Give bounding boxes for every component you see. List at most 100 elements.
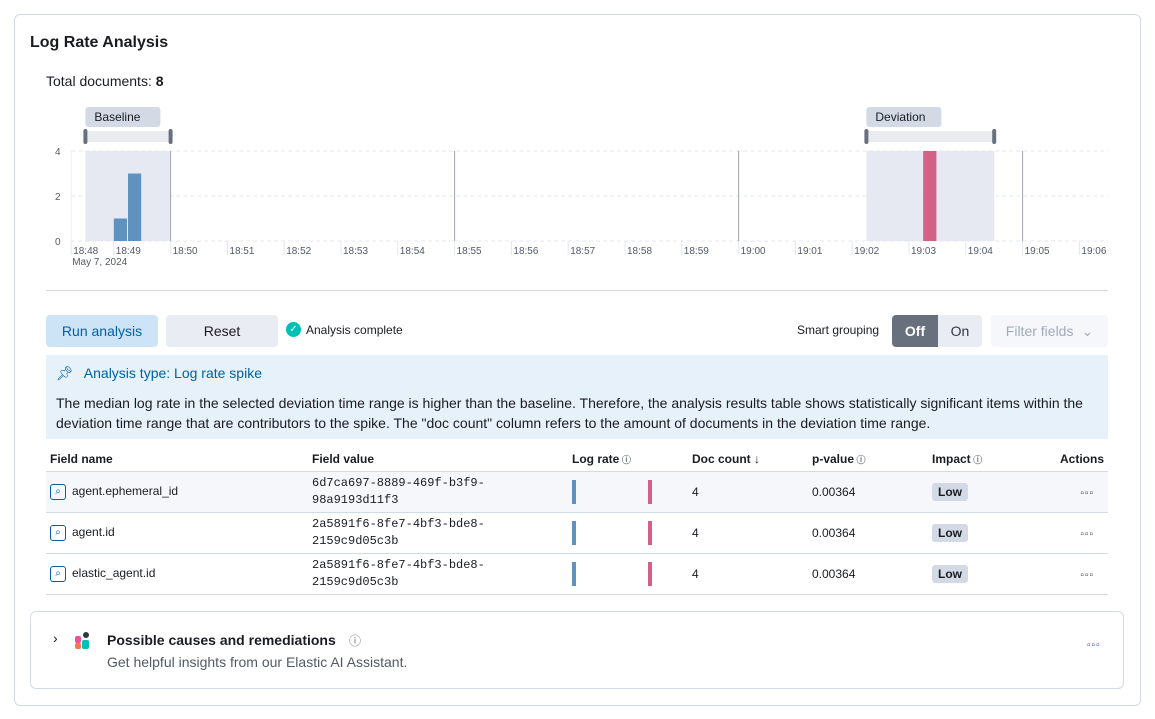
help-icon[interactable]: ⓘ — [349, 634, 362, 648]
log-rate-analysis-panel — [14, 14, 1141, 706]
smart-grouping-on[interactable]: On — [938, 315, 982, 347]
deviation-bar — [648, 479, 652, 504]
col-log-rate[interactable]: Log rate ⓘ — [568, 447, 688, 472]
x-tick-label: 18:53 — [343, 246, 368, 257]
field-name: elastic_agent.id — [72, 565, 156, 580]
x-tick-label: 18:59 — [684, 246, 709, 257]
info-icon: ⓘ — [854, 454, 866, 465]
col-impact[interactable]: Impact ⓘ — [928, 447, 1038, 472]
row-actions-icon[interactable]: ▫▫▫ — [1080, 569, 1094, 581]
x-tick-label: 19:00 — [741, 246, 766, 257]
deviation-label: Deviation — [875, 110, 925, 124]
reset-button[interactable]: Reset — [166, 315, 278, 347]
baseline-handle-left — [83, 129, 88, 144]
table-row[interactable]: ⌕ elastic_agent.id 2a5891f6-8fe7-4bf3-bde… — [46, 553, 1108, 595]
p-value: 0.00364 — [808, 471, 928, 513]
impact-badge: Low — [932, 482, 968, 501]
field-name: agent.ephemeral_id — [72, 483, 179, 498]
field-name: agent.id — [72, 524, 115, 539]
divider — [46, 290, 1108, 291]
log-rate-sparkline — [568, 512, 688, 554]
x-date-label: May 7, 2024 — [72, 257, 127, 268]
expand-chevron-icon[interactable]: › — [53, 630, 58, 646]
run-analysis-button[interactable]: Run analysis — [46, 315, 158, 347]
col-field-name[interactable]: Field name — [46, 447, 308, 472]
doc-count: 4 — [688, 471, 808, 513]
row-actions-icon[interactable]: ▫▫▫ — [1080, 487, 1094, 499]
elastic-ai-logo-icon — [75, 632, 91, 650]
field-type-icon: ⌕ — [50, 483, 66, 500]
info-icon: ⓘ — [619, 454, 631, 465]
log-rate-sparkline — [568, 471, 688, 513]
deviation-bar — [648, 561, 652, 586]
histogram-bar — [128, 173, 142, 241]
deviation-bar — [648, 520, 652, 545]
analysis-status: ✓ Analysis complete — [286, 322, 403, 337]
analysis-type-callout: 📌︎ Analysis type: Log rate spike The medi… — [46, 355, 1108, 439]
check-icon: ✓ — [286, 322, 301, 337]
x-tick-label: 18:54 — [400, 246, 425, 257]
x-tick-label: 18:56 — [513, 246, 538, 257]
p-value: 0.00364 — [808, 553, 928, 595]
log-rate-sparkline — [568, 553, 688, 595]
baseline-bar — [572, 479, 576, 504]
x-tick-label: 18:48 — [73, 246, 98, 257]
filter-fields-button[interactable]: Filter fields ⌄ — [991, 315, 1108, 347]
col-actions: Actions — [1038, 447, 1108, 472]
x-tick-label: 19:04 — [968, 246, 993, 257]
doc-count: 4 — [688, 553, 808, 595]
x-tick-label: 19:06 — [1081, 246, 1106, 257]
deviation-handle-left — [864, 129, 869, 144]
histogram-chart[interactable]: Baseline Deviation 0 2 4 18:48 18:49 18:50 18:51… — [0, 100, 1155, 275]
impact-badge: Low — [932, 523, 968, 542]
x-tick-label: 19:05 — [1025, 246, 1050, 257]
p-value: 0.00364 — [808, 512, 928, 554]
x-tick-label: 18:51 — [229, 246, 254, 257]
col-p-value[interactable]: p-value ⓘ — [808, 447, 928, 472]
baseline-handle-right — [168, 129, 173, 144]
x-tick-label: 18:50 — [173, 246, 198, 257]
total-documents: Total documents: 8 — [46, 73, 164, 89]
field-value: 6d7ca697-8889-469f-b3f9- — [312, 475, 485, 490]
callout-text: The median log rate in the selected devi… — [56, 395, 1083, 431]
doc-count: 4 — [688, 512, 808, 554]
histogram-bar — [923, 151, 937, 241]
baseline-bar — [572, 520, 576, 545]
field-type-icon: ⌕ — [50, 565, 66, 582]
col-doc-count[interactable]: Doc count ↓ — [688, 447, 808, 472]
field-type-icon: ⌕ — [50, 524, 66, 541]
x-tick-label: 19:01 — [797, 246, 822, 257]
assistant-subtitle: Get helpful insights from our Elastic AI… — [107, 654, 408, 670]
col-field-value[interactable]: Field value — [308, 447, 568, 472]
impact-badge: Low — [932, 564, 968, 583]
x-tick-label: 19:03 — [911, 246, 936, 257]
field-value: 2a5891f6-8fe7-4bf3-bde8- — [312, 516, 485, 531]
deviation-handle-right — [992, 129, 997, 144]
x-tick-label: 18:49 — [116, 246, 141, 257]
y-tick-label: 2 — [55, 192, 61, 203]
table-row[interactable]: ⌕ agent.ephemeral_id 6d7ca697-8889-469f-b… — [46, 471, 1108, 513]
baseline-brush — [85, 131, 171, 142]
pin-icon: 📌︎ — [56, 365, 74, 381]
baseline-label: Baseline — [94, 110, 140, 124]
callout-title: Analysis type: Log rate spike — [83, 365, 262, 381]
y-tick-label: 4 — [55, 147, 61, 158]
sort-down-icon: ↓ — [754, 451, 761, 466]
assistant-title: Possible causes and remediations — [107, 632, 336, 648]
histogram-bar — [113, 218, 127, 241]
chevron-down-icon: ⌄ — [1081, 322, 1094, 339]
table-row[interactable]: ⌕ agent.id 2a5891f6-8fe7-4bf3-bde8- 2159c9… — [46, 512, 1108, 554]
row-actions-icon[interactable]: ▫▫▫ — [1080, 528, 1094, 540]
x-tick-label: 19:02 — [854, 246, 879, 257]
smart-grouping-off[interactable]: Off — [892, 315, 938, 347]
y-tick-label: 0 — [55, 237, 61, 248]
info-icon: ⓘ — [970, 454, 983, 465]
deviation-label-bg — [866, 107, 942, 127]
x-tick-label: 18:52 — [286, 246, 311, 257]
ai-assistant-accordion: › Possible causes and remediations ⓘ Get… — [30, 611, 1124, 689]
x-tick-label: 18:58 — [627, 246, 652, 257]
more-actions-icon[interactable]: ▫▫▫ — [1087, 640, 1101, 651]
results-table: Field name Field value Log rate ⓘ Doc co… — [46, 447, 1108, 595]
field-value: 2a5891f6-8fe7-4bf3-bde8- — [312, 557, 485, 572]
x-tick-label: 18:55 — [457, 246, 482, 257]
